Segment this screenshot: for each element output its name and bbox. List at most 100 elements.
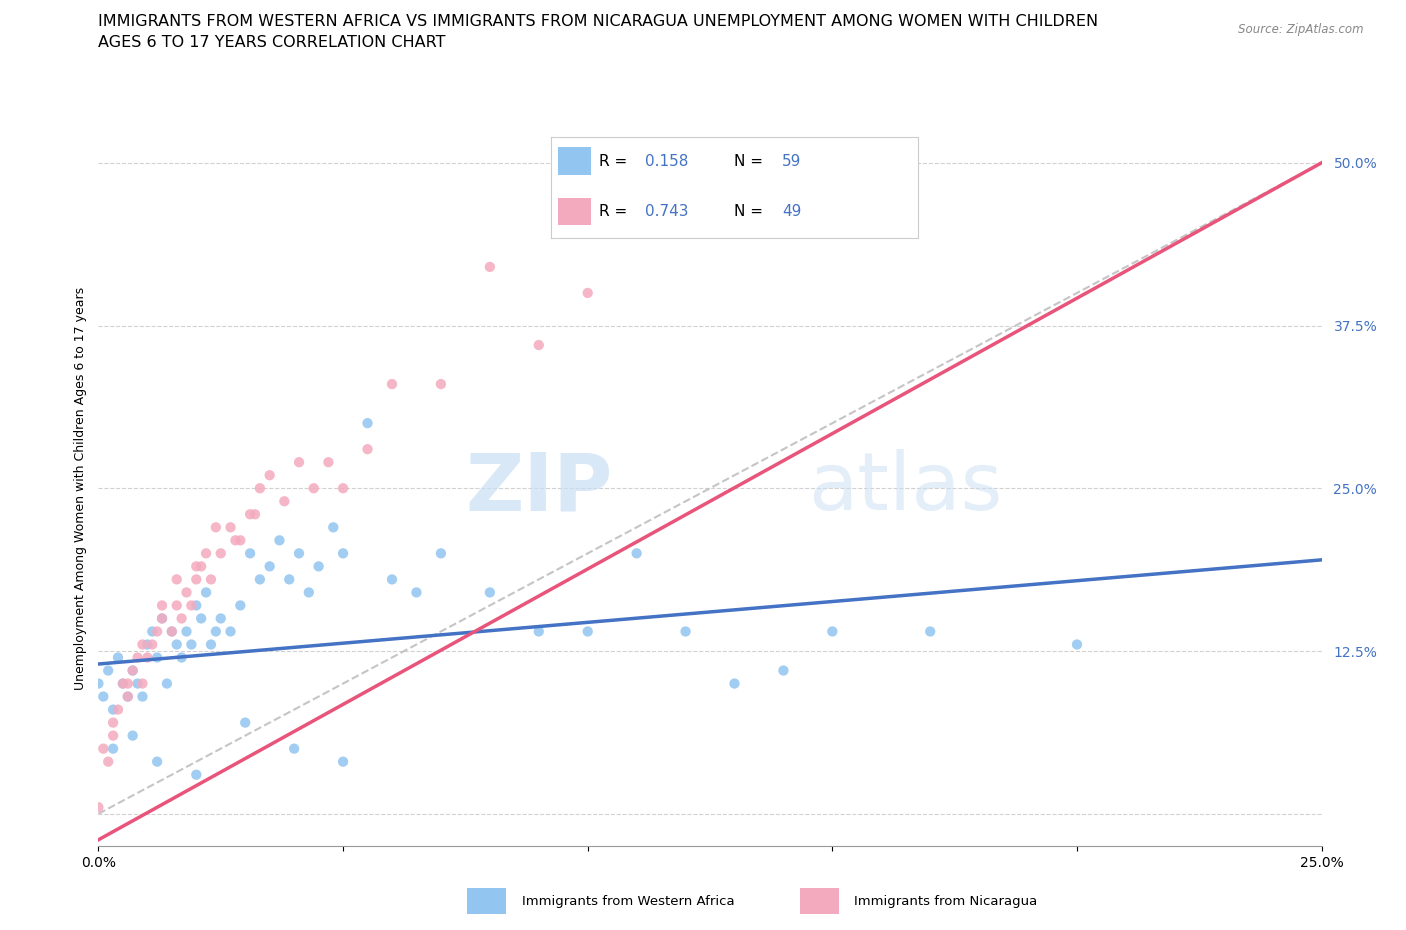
Point [205, 624, 228, 639]
Point [224, 533, 246, 548]
Point [166, 572, 188, 587]
Text: Immigrants from Western Africa: Immigrants from Western Africa [522, 895, 734, 908]
Point [430, 546, 453, 561]
Point [170, 611, 193, 626]
Point [219, 520, 242, 535]
Point [91, 741, 114, 756]
Point [180, 637, 202, 652]
Point [190, 559, 212, 574]
Point [117, 689, 139, 704]
Point [127, 650, 149, 665]
Point [209, 546, 232, 561]
Point [675, 624, 697, 639]
Point [219, 624, 242, 639]
Point [97, 663, 120, 678]
Point [200, 572, 222, 587]
Point [576, 286, 599, 300]
Point [127, 676, 149, 691]
Point [283, 741, 305, 756]
Point [91, 689, 114, 704]
Point [195, 585, 218, 600]
Point [772, 663, 794, 678]
Point [308, 559, 330, 574]
Point [160, 624, 183, 639]
Point [146, 754, 169, 769]
Point [332, 481, 354, 496]
Point [117, 676, 139, 691]
Point [156, 676, 179, 691]
Point [87, 676, 110, 691]
Point [166, 637, 188, 652]
Point [200, 637, 222, 652]
Point [195, 546, 218, 561]
Point [527, 338, 550, 352]
Point [111, 676, 134, 691]
Point [176, 585, 198, 600]
Point [205, 520, 228, 535]
Point [146, 624, 169, 639]
Point [233, 715, 256, 730]
Point [101, 728, 124, 743]
Point [249, 572, 271, 587]
Point [278, 572, 301, 587]
Point [478, 585, 501, 600]
Point [186, 559, 208, 574]
Point [273, 494, 295, 509]
Point [249, 481, 271, 496]
Point [107, 702, 129, 717]
Point [381, 377, 404, 392]
Bar [467, 888, 506, 913]
Bar [800, 888, 838, 913]
Point [229, 533, 252, 548]
Point [97, 754, 120, 769]
Point [101, 702, 124, 717]
Point [322, 520, 344, 535]
Point [239, 507, 262, 522]
Point [176, 624, 198, 639]
Point [243, 507, 266, 522]
Point [302, 481, 325, 496]
Text: IMMIGRANTS FROM WESTERN AFRICA VS IMMIGRANTS FROM NICARAGUA UNEMPLOYMENT AMONG W: IMMIGRANTS FROM WESTERN AFRICA VS IMMIGR… [98, 14, 1098, 29]
Point [186, 598, 208, 613]
Point [288, 546, 311, 561]
Point [141, 624, 163, 639]
Point [527, 624, 550, 639]
Text: Immigrants from Nicaragua: Immigrants from Nicaragua [855, 895, 1038, 908]
Point [356, 416, 378, 431]
Point [180, 598, 202, 613]
Point [146, 650, 169, 665]
Point [136, 650, 159, 665]
Point [160, 624, 183, 639]
Point [131, 689, 153, 704]
Point [170, 650, 193, 665]
Point [259, 559, 281, 574]
Point [101, 715, 124, 730]
Point [318, 455, 340, 470]
Point [121, 728, 143, 743]
Point [111, 676, 134, 691]
Point [229, 598, 252, 613]
Point [626, 546, 648, 561]
Point [723, 676, 745, 691]
Point [405, 585, 427, 600]
Point [150, 611, 173, 626]
Point [920, 624, 942, 639]
Point [136, 637, 159, 652]
Y-axis label: Unemployment Among Women with Children Ages 6 to 17 years: Unemployment Among Women with Children A… [75, 286, 87, 690]
Point [381, 572, 404, 587]
Point [356, 442, 378, 457]
Point [131, 676, 153, 691]
Point [121, 663, 143, 678]
Point [821, 624, 844, 639]
Point [121, 663, 143, 678]
Point [209, 611, 232, 626]
Point [117, 689, 139, 704]
Point [131, 637, 153, 652]
Point [150, 598, 173, 613]
Point [186, 572, 208, 587]
Point [186, 767, 208, 782]
Point [107, 650, 129, 665]
Point [298, 585, 321, 600]
Point [478, 259, 501, 274]
Point [239, 546, 262, 561]
